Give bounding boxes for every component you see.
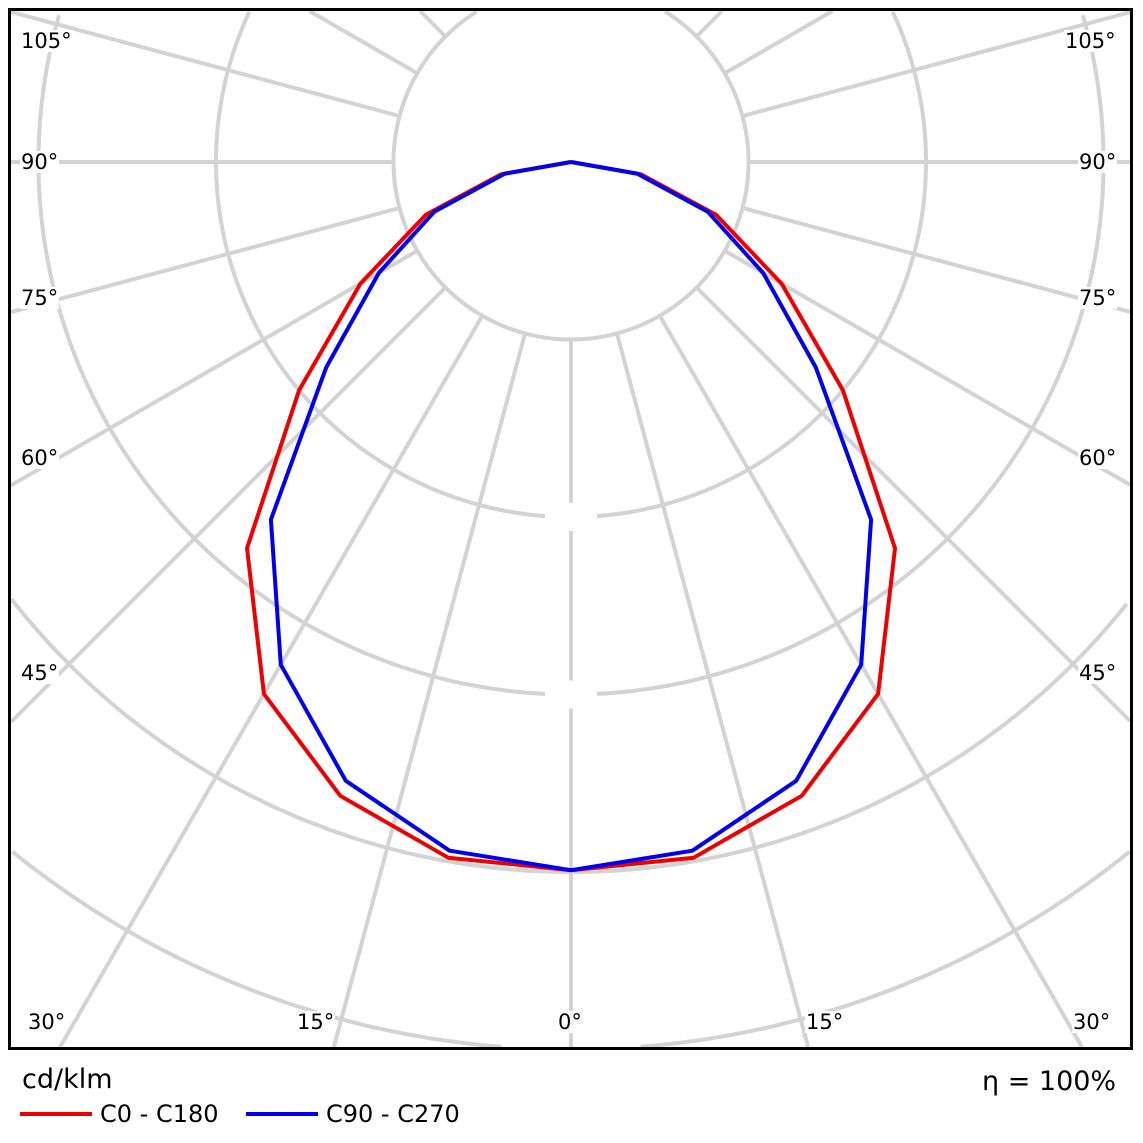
polar-chart: [8, 8, 1133, 1050]
grid-spoke: [10, 10, 401, 118]
grid: [9, 9, 1132, 1049]
grid-ring: [11, 850, 1131, 1049]
legend-item-c90-c270: C90 - C270: [246, 1100, 460, 1128]
grid-spoke: [695, 286, 1132, 723]
legend-label: C0 - C180: [100, 1100, 219, 1128]
grid-spoke: [308, 9, 419, 75]
angle-label-left-45: 45°: [20, 661, 60, 685]
angle-label-left-105: 105°: [20, 29, 73, 53]
angle-label-right-105: 105°: [1064, 29, 1117, 53]
grid-spoke: [741, 10, 1131, 118]
grid-ring: [9, 597, 1129, 874]
series-line-c90-c270: [268, 160, 874, 873]
legend-swatch-red: [20, 1112, 92, 1116]
grid-spoke: [331, 332, 527, 1048]
angle-label-bottom-15-left: 15°: [296, 1010, 336, 1034]
grid-spoke: [658, 314, 1084, 1048]
grid-spoke: [615, 332, 811, 1048]
grid-spoke: [10, 206, 401, 314]
grid-spoke: [9, 286, 447, 724]
angle-label-bottom-0: 0°: [557, 1010, 583, 1034]
grid-spoke: [723, 249, 1131, 487]
grid-spoke: [418, 9, 447, 38]
grid-spoke: [58, 314, 484, 1049]
angle-label-left-90: 90°: [20, 150, 60, 174]
legend-item-c0-c180: C0 - C180: [20, 1100, 219, 1128]
radial-label-gap: [545, 503, 597, 531]
grid-spoke: [723, 9, 834, 75]
angle-label-right-90: 90°: [1078, 150, 1118, 174]
grid-spoke: [9, 249, 419, 488]
angle-label-right-60: 60°: [1078, 446, 1118, 470]
curves: [245, 160, 897, 873]
grid-spoke: [741, 206, 1131, 314]
plot-frame: [8, 8, 1133, 1050]
radial-label-gap: [545, 680, 597, 709]
grid-spoke: [695, 9, 724, 38]
angle-label-right-75: 75°: [1078, 286, 1118, 310]
angle-label-right-45: 45°: [1078, 661, 1118, 685]
angle-label-bottom-30-left: 30°: [27, 1010, 67, 1034]
unit-label: cd/klm: [22, 1064, 113, 1095]
angle-label-left-60: 60°: [20, 446, 60, 470]
grid-ring: [391, 9, 751, 342]
grid-ring: [214, 11, 928, 519]
angle-label-bottom-30-right: 30°: [1072, 1010, 1112, 1034]
legend-swatch-blue: [246, 1112, 318, 1116]
legend-label: C90 - C270: [326, 1100, 460, 1128]
angle-label-bottom-15-right: 15°: [805, 1010, 845, 1034]
angle-label-left-75: 75°: [20, 286, 60, 310]
efficiency-label: η = 100%: [982, 1066, 1117, 1097]
